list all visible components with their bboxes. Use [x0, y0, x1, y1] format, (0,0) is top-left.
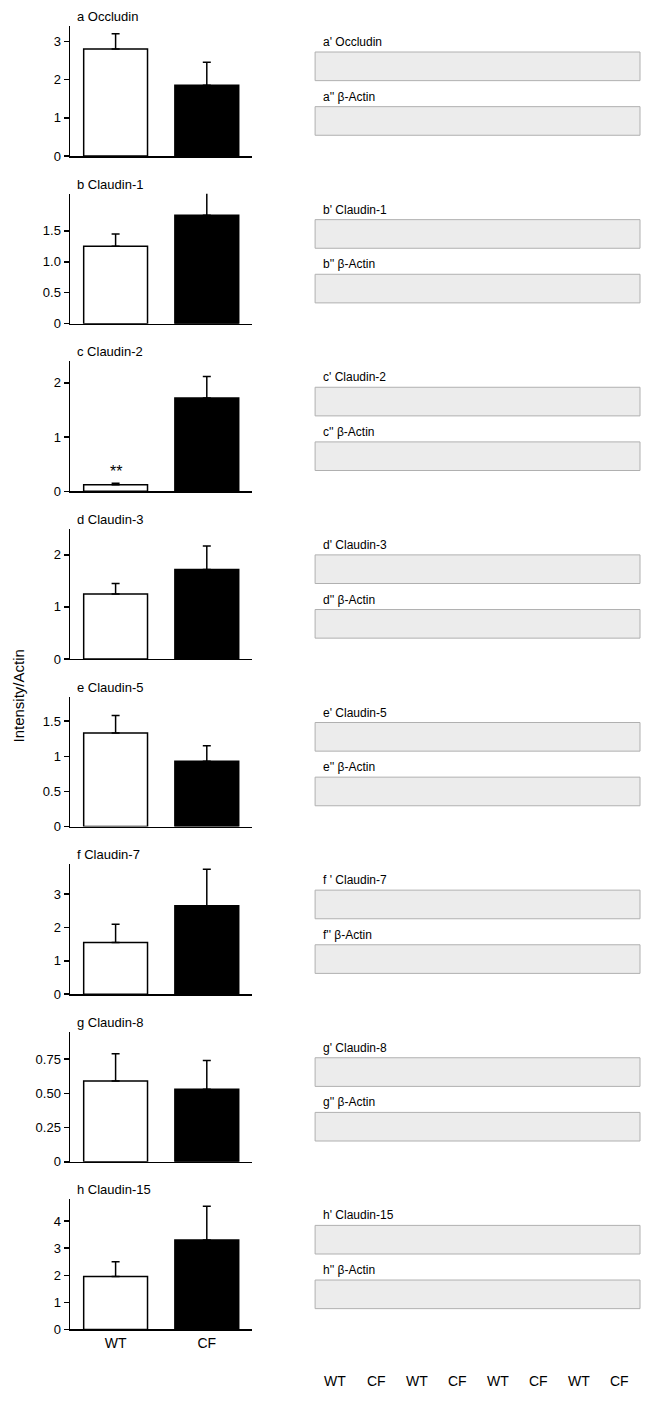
svg-text:WT: WT	[324, 1373, 346, 1389]
svg-text:g' Claudin-8: g' Claudin-8	[323, 1041, 387, 1055]
svg-text:a'' β-Actin: a'' β-Actin	[323, 90, 375, 104]
svg-text:0: 0	[54, 987, 61, 1002]
svg-text:0: 0	[54, 652, 61, 667]
svg-text:0: 0	[54, 316, 61, 331]
svg-text:0.50: 0.50	[36, 1086, 61, 1101]
svg-text:2: 2	[54, 72, 61, 87]
svg-text:f'' β-Actin: f'' β-Actin	[323, 928, 372, 942]
svg-text:2: 2	[54, 1268, 61, 1283]
svg-text:0: 0	[54, 149, 61, 164]
svg-text:1: 1	[54, 110, 61, 125]
svg-text:0.5: 0.5	[43, 285, 61, 300]
svg-text:b Claudin-1: b Claudin-1	[77, 177, 144, 192]
svg-text:2: 2	[54, 375, 61, 390]
svg-text:1: 1	[54, 749, 61, 764]
svg-text:**: **	[110, 463, 122, 480]
svg-text:WT: WT	[487, 1373, 509, 1389]
svg-text:e'' β-Actin: e'' β-Actin	[323, 760, 375, 774]
svg-text:2: 2	[54, 920, 61, 935]
svg-text:f Claudin-7: f Claudin-7	[77, 847, 140, 862]
svg-text:a' Occludin: a' Occludin	[323, 35, 382, 49]
svg-text:2: 2	[54, 547, 61, 562]
svg-text:h Claudin-15: h Claudin-15	[77, 1182, 151, 1197]
svg-text:4: 4	[54, 1214, 61, 1229]
svg-text:h'' β-Actin: h'' β-Actin	[323, 1263, 375, 1277]
svg-text:c Claudin-2: c Claudin-2	[77, 344, 143, 359]
svg-text:g Claudin-8: g Claudin-8	[77, 1015, 144, 1030]
svg-text:c'' β-Actin: c'' β-Actin	[323, 425, 375, 439]
svg-text:f ' Claudin-7: f ' Claudin-7	[323, 873, 387, 887]
svg-text:0.5: 0.5	[43, 784, 61, 799]
svg-text:3: 3	[54, 1241, 61, 1256]
svg-text:1.5: 1.5	[43, 714, 61, 729]
svg-text:0.75: 0.75	[36, 1052, 61, 1067]
svg-text:h' Claudin-15: h' Claudin-15	[323, 1208, 394, 1222]
svg-text:WT: WT	[406, 1373, 428, 1389]
svg-text:WT: WT	[105, 1335, 127, 1351]
svg-text:e Claudin-5: e Claudin-5	[77, 680, 144, 695]
svg-text:1.5: 1.5	[43, 223, 61, 238]
svg-text:CF: CF	[448, 1373, 467, 1389]
svg-text:c' Claudin-2: c' Claudin-2	[323, 370, 386, 384]
svg-text:1.0: 1.0	[43, 254, 61, 269]
svg-text:3: 3	[54, 34, 61, 49]
svg-text:a Occludin: a Occludin	[77, 9, 138, 24]
svg-text:CF: CF	[529, 1373, 548, 1389]
svg-text:1: 1	[54, 953, 61, 968]
svg-text:1: 1	[54, 599, 61, 614]
svg-text:Intensity/Actin: Intensity/Actin	[10, 649, 27, 742]
svg-text:e' Claudin-5: e' Claudin-5	[323, 706, 387, 720]
svg-text:0: 0	[54, 819, 61, 834]
svg-text:0: 0	[54, 1322, 61, 1337]
svg-text:CF: CF	[197, 1335, 216, 1351]
svg-text:g'' β-Actin: g'' β-Actin	[323, 1095, 375, 1109]
svg-text:0: 0	[54, 484, 61, 499]
svg-text:0.25: 0.25	[36, 1120, 61, 1135]
svg-text:b'' β-Actin: b'' β-Actin	[323, 257, 375, 271]
svg-text:3: 3	[54, 887, 61, 902]
svg-text:1: 1	[54, 1295, 61, 1310]
svg-text:d Claudin-3: d Claudin-3	[77, 512, 144, 527]
svg-text:CF: CF	[610, 1373, 629, 1389]
svg-text:WT: WT	[568, 1373, 590, 1389]
svg-text:d'' β-Actin: d'' β-Actin	[323, 593, 375, 607]
svg-text:0: 0	[54, 1154, 61, 1169]
svg-text:CF: CF	[367, 1373, 386, 1389]
svg-text:b' Claudin-1: b' Claudin-1	[323, 203, 387, 217]
svg-text:1: 1	[54, 430, 61, 445]
svg-text:d' Claudin-3: d' Claudin-3	[323, 538, 387, 552]
